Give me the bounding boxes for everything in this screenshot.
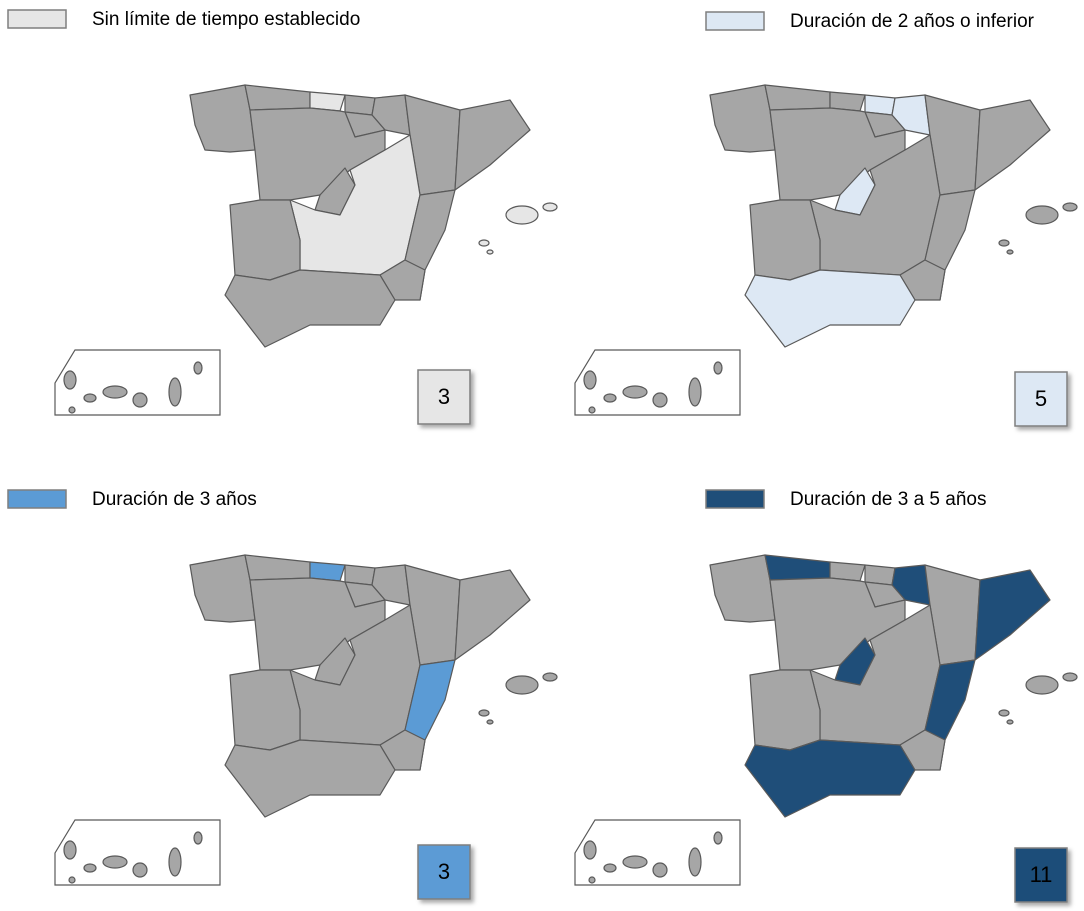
region xyxy=(709,554,776,623)
island xyxy=(132,392,148,408)
map-panel xyxy=(54,84,558,416)
count-box xyxy=(1014,371,1068,427)
region xyxy=(974,99,1051,191)
island xyxy=(478,709,490,717)
island xyxy=(478,239,490,247)
island xyxy=(1062,672,1078,682)
island xyxy=(603,393,617,403)
legend-swatch xyxy=(705,489,765,509)
island xyxy=(713,361,723,375)
region xyxy=(371,94,411,136)
region xyxy=(891,564,931,606)
region xyxy=(224,269,396,348)
canary-frame xyxy=(54,819,221,886)
island xyxy=(1025,205,1059,225)
region xyxy=(244,554,311,581)
island xyxy=(652,392,668,408)
region xyxy=(379,729,426,771)
legend-label: Sin límite de tiempo establecido xyxy=(92,9,360,30)
region xyxy=(899,729,946,771)
legend-label: Duración de 3 a 5 años xyxy=(790,489,986,510)
island xyxy=(486,249,494,255)
island xyxy=(588,876,596,884)
island xyxy=(603,863,617,873)
island xyxy=(83,393,97,403)
island xyxy=(1062,202,1078,212)
island xyxy=(998,709,1010,717)
island xyxy=(63,840,77,860)
region xyxy=(974,569,1051,661)
island xyxy=(1025,675,1059,695)
region xyxy=(454,99,531,191)
region xyxy=(749,669,821,751)
island xyxy=(486,719,494,725)
island xyxy=(132,862,148,878)
island xyxy=(102,385,128,399)
count-value: 3 xyxy=(438,384,450,409)
canary-frame xyxy=(54,349,221,416)
island xyxy=(193,831,203,845)
region xyxy=(454,569,531,661)
region xyxy=(189,554,256,623)
region xyxy=(709,84,776,153)
legend-label: Duración de 3 años xyxy=(92,489,257,510)
island xyxy=(542,672,558,682)
island xyxy=(168,377,182,407)
island xyxy=(583,370,597,390)
count-box xyxy=(1014,847,1068,903)
island xyxy=(622,855,648,869)
legend-swatch xyxy=(7,489,67,509)
island xyxy=(713,831,723,845)
island xyxy=(63,370,77,390)
region xyxy=(899,259,946,301)
count-box xyxy=(417,844,471,900)
region xyxy=(379,259,426,301)
island xyxy=(542,202,558,212)
island xyxy=(102,855,128,869)
island xyxy=(652,862,668,878)
island xyxy=(68,406,76,414)
island xyxy=(688,377,702,407)
region xyxy=(371,564,411,606)
island xyxy=(583,840,597,860)
region xyxy=(744,269,916,348)
count-value: 3 xyxy=(438,859,450,884)
island xyxy=(688,847,702,877)
count-value: 5 xyxy=(1035,386,1047,411)
region xyxy=(891,94,931,136)
island xyxy=(193,361,203,375)
map-panel xyxy=(54,554,558,886)
legend-swatch xyxy=(705,11,765,31)
island xyxy=(168,847,182,877)
region xyxy=(749,199,821,281)
legend-label: Duración de 2 años o inferior xyxy=(790,11,1035,32)
island xyxy=(1006,249,1014,255)
legend-swatch xyxy=(7,9,67,29)
canary-frame xyxy=(574,349,741,416)
region xyxy=(764,554,831,581)
region xyxy=(229,669,301,751)
region xyxy=(229,199,301,281)
count-value: 11 xyxy=(1030,862,1053,887)
island xyxy=(505,675,539,695)
canary-frame xyxy=(574,819,741,886)
island xyxy=(68,876,76,884)
map-panel xyxy=(574,554,1078,886)
region xyxy=(244,84,311,111)
region xyxy=(189,84,256,153)
count-box xyxy=(417,369,471,425)
map-panel xyxy=(574,84,1078,416)
island xyxy=(998,239,1010,247)
island xyxy=(588,406,596,414)
region xyxy=(224,739,396,818)
island xyxy=(83,863,97,873)
island xyxy=(1006,719,1014,725)
island xyxy=(622,385,648,399)
region xyxy=(764,84,831,111)
region xyxy=(744,739,916,818)
island xyxy=(505,205,539,225)
